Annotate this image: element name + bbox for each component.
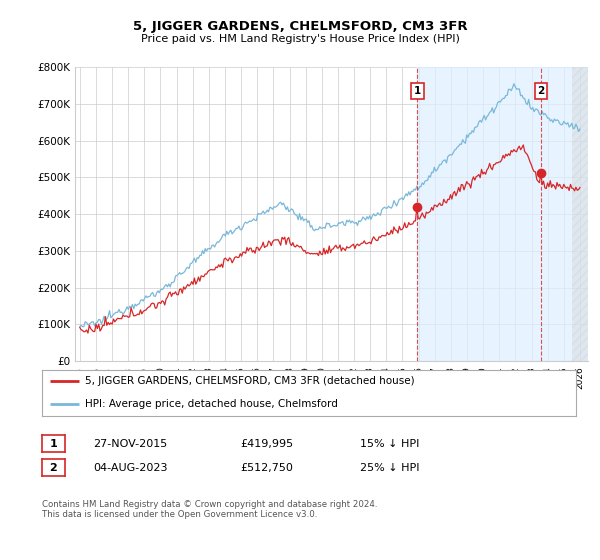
Text: 04-AUG-2023: 04-AUG-2023 — [93, 463, 167, 473]
Text: 15% ↓ HPI: 15% ↓ HPI — [360, 438, 419, 449]
Text: 1: 1 — [50, 438, 57, 449]
Text: HPI: Average price, detached house, Chelmsford: HPI: Average price, detached house, Chel… — [85, 399, 338, 409]
Text: 5, JIGGER GARDENS, CHELMSFORD, CM3 3FR: 5, JIGGER GARDENS, CHELMSFORD, CM3 3FR — [133, 20, 467, 32]
Text: 25% ↓ HPI: 25% ↓ HPI — [360, 463, 419, 473]
Text: 5, JIGGER GARDENS, CHELMSFORD, CM3 3FR (detached house): 5, JIGGER GARDENS, CHELMSFORD, CM3 3FR (… — [85, 376, 415, 386]
Text: Contains HM Land Registry data © Crown copyright and database right 2024.
This d: Contains HM Land Registry data © Crown c… — [42, 500, 377, 519]
Text: 2: 2 — [50, 463, 57, 473]
Text: Price paid vs. HM Land Registry's House Price Index (HPI): Price paid vs. HM Land Registry's House … — [140, 34, 460, 44]
Text: 2: 2 — [537, 86, 545, 96]
Text: 27-NOV-2015: 27-NOV-2015 — [93, 438, 167, 449]
Bar — [572, 67, 588, 361]
Text: £419,995: £419,995 — [240, 438, 293, 449]
Text: £512,750: £512,750 — [240, 463, 293, 473]
Text: 1: 1 — [413, 86, 421, 96]
Bar — [418, 67, 588, 361]
